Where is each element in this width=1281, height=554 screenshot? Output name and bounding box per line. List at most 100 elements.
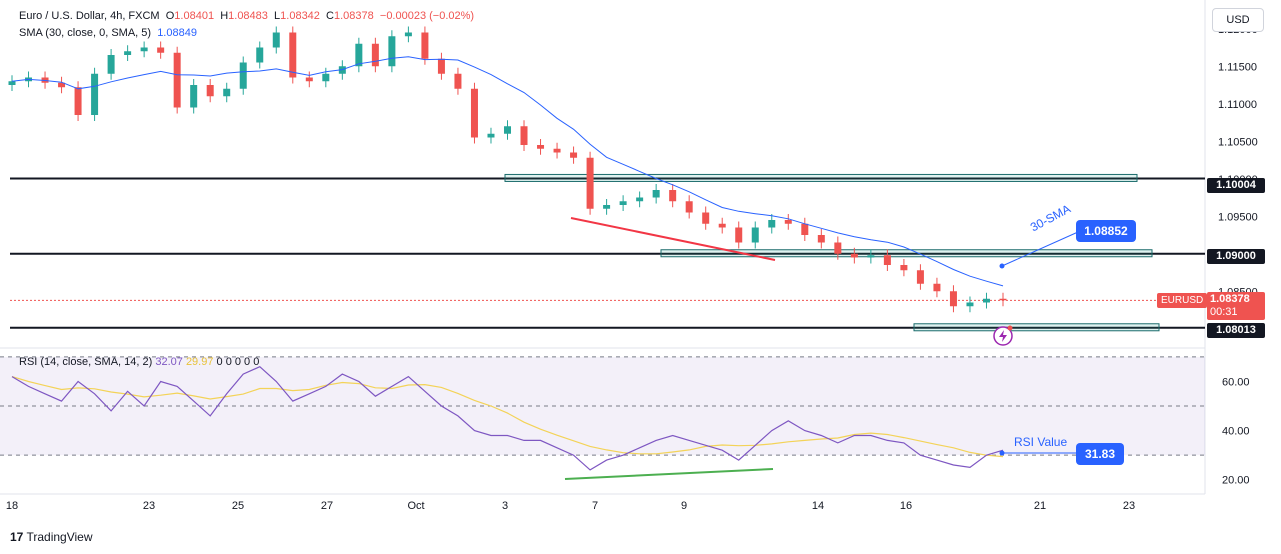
candle-body	[867, 255, 875, 258]
time-tick-label: 21	[1034, 500, 1046, 512]
level-label-3: 1.08013	[1207, 323, 1265, 338]
candle-body	[570, 152, 578, 158]
sma-annotation-value: 1.08852	[1076, 220, 1136, 242]
candle-body	[652, 190, 660, 198]
sma-indicator-label: SMA (30, close, 0, SMA, 5)	[19, 27, 152, 39]
candle-body	[272, 32, 280, 48]
candle-body	[718, 223, 726, 228]
candle-body	[883, 255, 891, 265]
time-tick-label: 23	[143, 500, 155, 512]
rsi-annotation-text: RSI Value	[1014, 435, 1068, 449]
close-label: C	[326, 10, 334, 22]
candle-body	[685, 201, 693, 213]
rsi-lines	[11, 365, 1004, 471]
symbol-badge: EURUSD	[1157, 293, 1208, 308]
rsi-tick-label: 20.00	[1222, 475, 1250, 487]
low-label: L	[274, 10, 281, 22]
candle-body	[817, 235, 825, 243]
rsi-indicator-label: RSI (14, close, SMA, 14, 2)	[19, 356, 153, 368]
candle-body	[74, 87, 82, 115]
high-label: H	[220, 10, 229, 22]
candle-body	[603, 205, 611, 209]
candle-body	[173, 52, 181, 108]
branding-text: TradingView	[26, 530, 93, 544]
event-dot	[1007, 325, 1013, 331]
candle-body	[124, 51, 132, 55]
candle-body	[305, 77, 313, 82]
symbol-title: Euro / U.S. Dollar, 4h, FXCM	[19, 10, 160, 22]
candle-body	[239, 62, 247, 89]
candle-body	[289, 32, 297, 78]
time-tick-label: 14	[812, 500, 824, 512]
candle-body	[421, 32, 429, 59]
candle-body	[58, 82, 66, 88]
candle-body	[190, 85, 198, 108]
high-value: 1.08483	[228, 10, 268, 22]
candle-body	[107, 55, 115, 74]
sma-header: SMA (30, close, 0, SMA, 5) 1.08849	[19, 27, 197, 39]
candle-body	[454, 73, 462, 89]
price-divergence-line	[570, 217, 776, 261]
time-tick-label: 25	[232, 500, 244, 512]
candle-body	[256, 47, 264, 63]
currency-button[interactable]: USD	[1212, 8, 1264, 32]
price-tick-label: 1.09500	[1218, 211, 1258, 223]
last-price: 1.08378	[1210, 293, 1250, 305]
chart-header: Euro / U.S. Dollar, 4h, FXCM O1.08401 H1…	[19, 10, 474, 22]
candle-body	[933, 283, 941, 292]
candle-body	[949, 291, 957, 307]
candle-body	[404, 32, 412, 37]
candle-body	[619, 201, 627, 205]
candle-body	[850, 253, 858, 258]
candle-body	[223, 88, 231, 97]
level-label-2: 1.09000	[1207, 249, 1265, 264]
candle-body	[91, 73, 99, 115]
price-tick-label: 1.11500	[1218, 61, 1257, 73]
candle-body	[371, 43, 379, 67]
sma-indicator-value: 1.08849	[157, 27, 197, 39]
change-value: −0.00023 (−0.02%)	[379, 10, 475, 22]
candle-body	[834, 242, 842, 254]
candle-body	[470, 88, 478, 138]
candle-body	[553, 148, 561, 153]
zone-box	[913, 323, 1160, 332]
candle-body	[520, 126, 528, 145]
level-label-1: 1.10004	[1207, 178, 1265, 193]
time-tick-label: 9	[681, 500, 687, 512]
close-value: 1.08378	[334, 10, 374, 22]
candle-body	[801, 223, 809, 235]
rsi-zero-values: 0 0 0 0 0	[216, 356, 260, 368]
open-label: O	[165, 10, 175, 22]
candle-body	[157, 47, 165, 53]
tradingview-icon: 17	[10, 530, 24, 544]
candle-body	[784, 220, 792, 224]
lightning-icon	[999, 330, 1007, 342]
candle-body	[8, 81, 16, 85]
time-axis-ticks: 18 23 25 27 Oct 3 7 9 14 16 21 23	[6, 500, 1135, 512]
candle-body	[636, 197, 644, 202]
sma-callout-line	[1001, 231, 1079, 267]
candle-body	[735, 227, 743, 243]
rsi-callout-dot	[999, 450, 1005, 456]
open-value: 1.08401	[174, 10, 215, 22]
candle-body	[916, 270, 924, 284]
zone-box	[660, 249, 1153, 258]
price-tick-label: 1.11000	[1218, 99, 1257, 111]
candle-body	[751, 227, 759, 243]
time-tick-label: 27	[321, 500, 333, 512]
rsi-indicator-value: 32.07	[155, 356, 183, 368]
tradingview-logo[interactable]: 17 TradingView	[10, 530, 93, 544]
divergence-lines	[564, 217, 776, 480]
rsi-header: RSI (14, close, SMA, 14, 2) 32.07 29.97 …	[19, 356, 259, 368]
candle-body	[206, 85, 214, 97]
rsi-tick-label: 60.00	[1222, 376, 1250, 388]
candle-body	[504, 126, 511, 134]
rsi-sma-path	[11, 376, 1004, 458]
sma-line	[11, 56, 1004, 287]
candle-body	[982, 298, 990, 303]
candle-body	[140, 47, 148, 52]
support-resistance-zones	[504, 173, 1160, 332]
candle-body	[355, 43, 363, 67]
candle-body	[669, 190, 677, 202]
